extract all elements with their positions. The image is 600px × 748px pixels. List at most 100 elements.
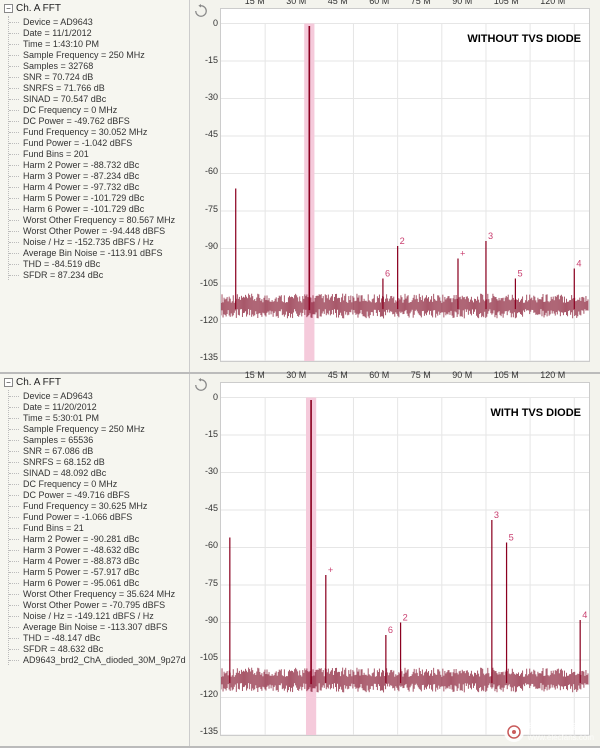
param-item[interactable]: DC Frequency = 0 MHz <box>23 104 187 115</box>
svg-text:6: 6 <box>385 268 390 278</box>
param-item[interactable]: Average Bin Noise = -113.307 dBFS <box>23 621 187 632</box>
x-tick-label: 15 M <box>245 370 265 380</box>
y-axis-labels: 0-15-30-45-60-75-90-105-120-135 <box>194 392 218 736</box>
param-item[interactable]: Harm 2 Power = -88.732 dBc <box>23 159 187 170</box>
param-item[interactable]: Harm 3 Power = -48.632 dBc <box>23 544 187 555</box>
y-tick-label: -105 <box>194 278 218 288</box>
param-item[interactable]: Harm 6 Power = -95.061 dBc <box>23 577 187 588</box>
param-item[interactable]: Fund Bins = 201 <box>23 148 187 159</box>
param-item[interactable]: SNR = 67.086 dB <box>23 445 187 456</box>
y-tick-label: 0 <box>194 18 218 28</box>
param-item[interactable]: Samples = 32768 <box>23 60 187 71</box>
refresh-icon[interactable] <box>194 378 208 392</box>
param-item[interactable]: Date = 11/20/2012 <box>23 401 187 412</box>
param-item[interactable]: Sample Frequency = 250 MHz <box>23 423 187 434</box>
x-tick-label: 60 M <box>369 0 389 6</box>
tree-header-label: Ch. A FFT <box>16 3 61 14</box>
watermark: 电子发烧友www.elecfans.com <box>504 722 594 742</box>
param-list: Device = AD9643Date = 11/1/2012Time = 1:… <box>8 16 187 280</box>
param-item[interactable]: Harm 4 Power = -97.732 dBc <box>23 181 187 192</box>
param-item[interactable]: DC Power = -49.716 dBFS <box>23 489 187 500</box>
param-item[interactable]: THD = -84.519 dBc <box>23 258 187 269</box>
param-item[interactable]: Worst Other Power = -70.795 dBFS <box>23 599 187 610</box>
svg-text:3: 3 <box>488 231 493 241</box>
svg-text:5: 5 <box>517 268 522 278</box>
watermark-url: www.elecfans.com <box>528 733 594 742</box>
param-item[interactable]: Worst Other Frequency = 35.624 MHz <box>23 588 187 599</box>
y-tick-label: -60 <box>194 166 218 176</box>
y-tick-label: -45 <box>194 503 218 513</box>
param-item[interactable]: Fund Power = -1.066 dBFS <box>23 511 187 522</box>
param-item[interactable]: Worst Other Power = -94.448 dBFS <box>23 225 187 236</box>
collapse-icon[interactable]: − <box>4 378 13 387</box>
x-tick-label: 45 M <box>328 0 348 6</box>
y-tick-label: -30 <box>194 92 218 102</box>
param-item[interactable]: Samples = 65536 <box>23 434 187 445</box>
refresh-icon[interactable] <box>194 4 208 18</box>
param-item[interactable]: Fund Frequency = 30.625 MHz <box>23 500 187 511</box>
svg-text:2: 2 <box>403 612 408 622</box>
param-item[interactable]: SFDR = 48.632 dBc <box>23 643 187 654</box>
svg-text:+: + <box>460 248 465 258</box>
chart-caption: WITH TVS DIODE <box>491 407 581 419</box>
x-tick-label: 120 M <box>540 370 565 380</box>
y-tick-label: -90 <box>194 241 218 251</box>
param-item[interactable]: Time = 1:43:10 PM <box>23 38 187 49</box>
param-item[interactable]: Fund Frequency = 30.052 MHz <box>23 126 187 137</box>
param-item[interactable]: DC Power = -49.762 dBFS <box>23 115 187 126</box>
param-item[interactable]: AD9643_brd2_ChA_dioded_30M_9p27d <box>23 654 187 665</box>
param-item[interactable]: Noise / Hz = -149.121 dBFS / Hz <box>23 610 187 621</box>
chart-area: 0-15-30-45-60-75-90-105-120-13515 M30 M4… <box>190 374 600 746</box>
x-tick-label: 90 M <box>452 0 472 6</box>
param-item[interactable]: Worst Other Frequency = 80.567 MHz <box>23 214 187 225</box>
svg-text:2: 2 <box>400 236 405 246</box>
param-item[interactable]: SINAD = 48.092 dBc <box>23 467 187 478</box>
watermark-name: 电子发烧友 <box>528 718 594 733</box>
param-item[interactable]: Sample Frequency = 250 MHz <box>23 49 187 60</box>
collapse-icon[interactable]: − <box>4 4 13 13</box>
x-tick-label: 15 M <box>245 0 265 6</box>
param-item[interactable]: Harm 6 Power = -101.729 dBc <box>23 203 187 214</box>
param-item[interactable]: Date = 11/1/2012 <box>23 27 187 38</box>
param-item[interactable]: THD = -48.147 dBc <box>23 632 187 643</box>
spectrum-chart[interactable]: WITH TVS DIODE23456+ <box>220 382 590 736</box>
param-item[interactable]: SNRFS = 71.766 dB <box>23 82 187 93</box>
spectrum-chart[interactable]: WITHOUT TVS DIODE23456+ <box>220 8 590 362</box>
y-tick-label: -15 <box>194 429 218 439</box>
param-item[interactable]: SNR = 70.724 dB <box>23 71 187 82</box>
param-item[interactable]: Harm 3 Power = -87.234 dBc <box>23 170 187 181</box>
param-item[interactable]: Harm 5 Power = -101.729 dBc <box>23 192 187 203</box>
y-tick-label: -75 <box>194 204 218 214</box>
y-tick-label: -105 <box>194 652 218 662</box>
param-item[interactable]: SINAD = 70.547 dBc <box>23 93 187 104</box>
watermark-icon <box>504 722 524 742</box>
param-item[interactable]: Noise / Hz = -152.735 dBFS / Hz <box>23 236 187 247</box>
spectrum-svg: 23456+ <box>221 9 589 361</box>
param-item[interactable]: Device = AD9643 <box>23 390 187 401</box>
tree-header[interactable]: −Ch. A FFT <box>2 377 187 390</box>
y-tick-label: -120 <box>194 315 218 325</box>
param-item[interactable]: SFDR = 87.234 dBc <box>23 269 187 280</box>
param-item[interactable]: Fund Power = -1.042 dBFS <box>23 137 187 148</box>
param-item[interactable]: Device = AD9643 <box>23 16 187 27</box>
param-item[interactable]: SNRFS = 68.152 dB <box>23 456 187 467</box>
fft-panel-0: −Ch. A FFTDevice = AD9643Date = 11/1/201… <box>0 0 600 374</box>
param-item[interactable]: Fund Bins = 21 <box>23 522 187 533</box>
x-axis-labels: 15 M30 M45 M60 M75 M90 M105 M120 M <box>220 0 590 6</box>
param-list: Device = AD9643Date = 11/20/2012Time = 5… <box>8 390 187 665</box>
param-item[interactable]: Average Bin Noise = -113.91 dBFS <box>23 247 187 258</box>
x-tick-label: 105 M <box>494 0 519 6</box>
param-item[interactable]: Harm 4 Power = -88.873 dBc <box>23 555 187 566</box>
x-tick-label: 105 M <box>494 370 519 380</box>
x-tick-label: 30 M <box>286 0 306 6</box>
svg-text:6: 6 <box>388 625 393 635</box>
spectrum-svg: 23456+ <box>221 383 589 735</box>
tree-header[interactable]: −Ch. A FFT <box>2 3 187 16</box>
x-tick-label: 120 M <box>540 0 565 6</box>
param-item[interactable]: Harm 5 Power = -57.917 dBc <box>23 566 187 577</box>
param-item[interactable]: Harm 2 Power = -90.281 dBc <box>23 533 187 544</box>
parameter-tree: −Ch. A FFTDevice = AD9643Date = 11/1/201… <box>0 0 190 372</box>
y-tick-label: -120 <box>194 689 218 699</box>
param-item[interactable]: DC Frequency = 0 MHz <box>23 478 187 489</box>
param-item[interactable]: Time = 5:30:01 PM <box>23 412 187 423</box>
